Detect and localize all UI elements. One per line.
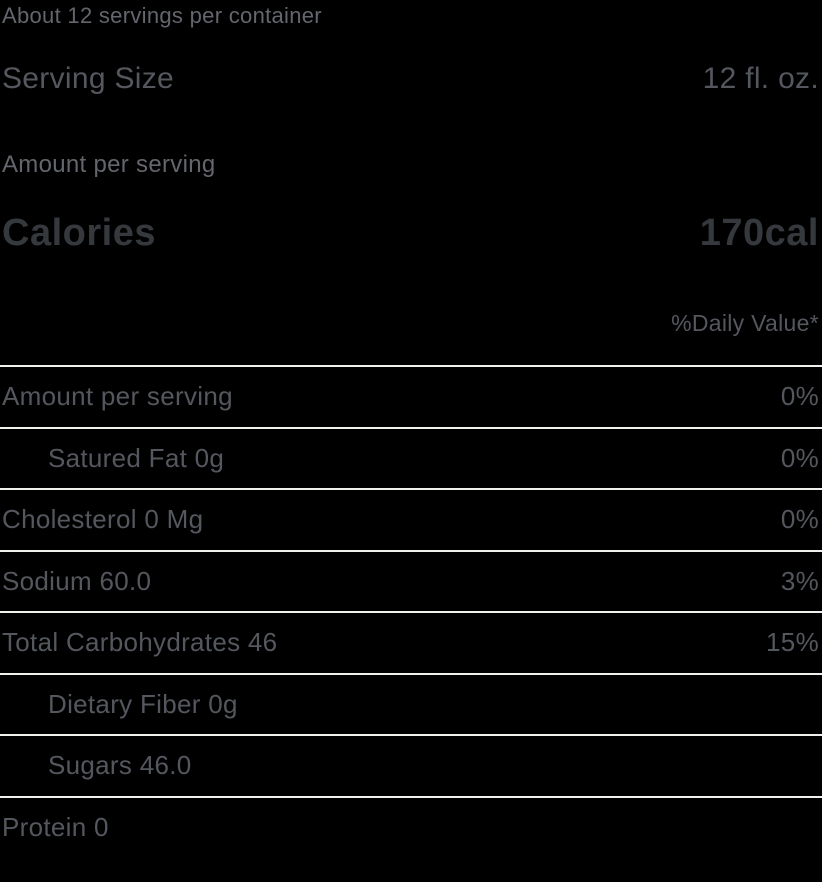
nutrient-rows: Amount per serving 0% Satured Fat 0g 0% … — [0, 365, 822, 857]
nutrient-row: Cholesterol 0 Mg 0% — [0, 488, 822, 550]
serving-size-label: Serving Size — [2, 62, 175, 95]
nutrient-row: Satured Fat 0g 0% — [0, 426, 822, 489]
nutrient-row: Sugars 46.0 — [0, 734, 822, 796]
nutrient-name: Protein 0 — [2, 811, 109, 842]
nutrient-daily-value: 15% — [766, 627, 819, 658]
nutrient-daily-value: 0% — [780, 504, 819, 535]
nutrient-name: Total Carbohydrates 46 — [2, 627, 278, 658]
nutrient-name: Sugars 46.0 — [48, 750, 192, 781]
calories-label: Calories — [2, 211, 156, 254]
nutrient-name: Sodium 60.0 — [2, 565, 152, 596]
nutrient-daily-value: 3% — [780, 565, 819, 596]
serving-size-row: Serving Size 12 fl. oz. — [2, 58, 819, 100]
nutrient-name: Dietary Fiber 0g — [48, 688, 238, 719]
amount-per-serving-heading: Amount per serving — [2, 151, 216, 178]
serving-size-value: 12 fl. oz. — [702, 62, 819, 95]
nutrient-row: Dietary Fiber 0g — [0, 672, 822, 735]
daily-value-header: %Daily Value* — [671, 310, 819, 336]
nutrient-daily-value: 0% — [780, 381, 819, 412]
nutrient-daily-value: 0% — [780, 442, 819, 473]
calories-value: 170cal — [699, 211, 819, 254]
nutrient-row: Amount per serving 0% — [0, 365, 822, 427]
nutrient-name: Satured Fat 0g — [48, 442, 225, 473]
nutrient-row: Total Carbohydrates 46 15% — [0, 611, 822, 673]
servings-per-container: About 12 servings per container — [2, 3, 322, 28]
nutrient-row: Sodium 60.0 3% — [0, 549, 822, 612]
calories-row: Calories 170cal — [2, 210, 819, 256]
nutrient-name: Cholesterol 0 Mg — [2, 504, 204, 535]
nutrient-name: Amount per serving — [2, 381, 233, 412]
nutrient-row: Protein 0 — [0, 795, 822, 858]
